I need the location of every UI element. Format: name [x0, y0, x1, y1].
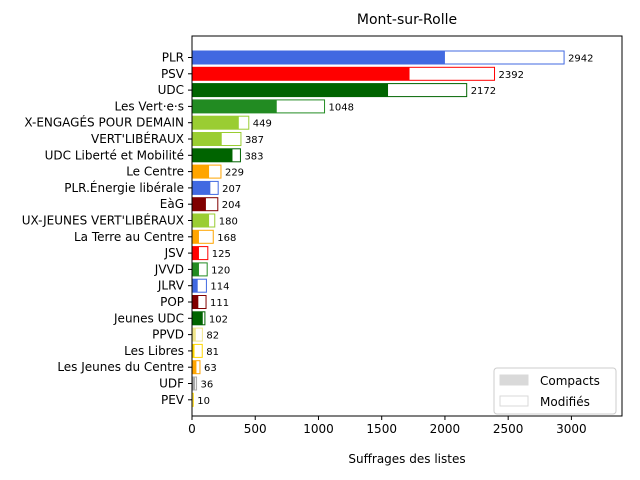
- y-tick-label-8: PLR.Énergie libérale: [64, 180, 184, 195]
- legend-label-0: Compacts: [540, 374, 600, 388]
- value-label-4: 449: [253, 119, 272, 130]
- value-label-1: 2392: [499, 70, 524, 81]
- x-tick-label-3: 1500: [366, 422, 397, 436]
- value-label-0: 2942: [568, 54, 593, 65]
- value-label-19: 63: [204, 363, 217, 374]
- value-label-18: 81: [206, 347, 219, 358]
- bar-compact-1: [192, 67, 410, 81]
- y-tick-label-10: UX-JEUNES VERT'LIBÉRAUX: [22, 213, 184, 228]
- x-tick-label-4: 2000: [430, 422, 461, 436]
- y-tick-label-19: Les Jeunes du Centre: [57, 360, 184, 374]
- y-tick-label-14: JLRV: [157, 279, 185, 293]
- bar-compact-11: [192, 230, 199, 244]
- bar-compact-4: [192, 116, 239, 130]
- bar-compact-19: [192, 360, 197, 374]
- y-tick-labels: PLR PSV UDC Les Vert·e·s X-ENGAGÉS POUR DEMA…: [22, 51, 192, 407]
- y-tick-label-1: PSV: [161, 67, 185, 81]
- y-tick-label-16: Jeunes UDC: [113, 311, 184, 325]
- value-label-17: 82: [206, 331, 219, 342]
- value-label-15: 111: [210, 298, 229, 309]
- bar-compact-7: [192, 165, 210, 179]
- x-tick-label-6: 3000: [556, 422, 587, 436]
- value-label-9: 204: [222, 200, 241, 211]
- y-tick-label-17: PPVD: [152, 328, 184, 342]
- bar-compact-15: [192, 295, 199, 309]
- value-label-6: 383: [244, 151, 263, 162]
- value-label-14: 114: [210, 282, 229, 293]
- legend-swatch-0: [499, 374, 529, 386]
- value-label-5: 387: [245, 135, 264, 146]
- bar-compact-6: [192, 148, 233, 162]
- bar-compact-17: [192, 328, 196, 342]
- bar-compact-9: [192, 197, 206, 211]
- bars-group: [191, 50, 565, 407]
- y-tick-label-2: UDC: [158, 83, 184, 97]
- y-tick-label-12: JSV: [164, 246, 185, 260]
- x-tick-label-0: 0: [188, 422, 196, 436]
- x-axis-label: Suffrages des listes: [348, 452, 465, 466]
- value-label-8: 207: [222, 184, 241, 195]
- chart-title: Mont-sur-Rolle: [357, 12, 457, 28]
- bar-compact-0: [192, 51, 445, 64]
- x-axis: 0 500 1000 1500 2000 2500 3000: [188, 416, 587, 436]
- value-label-21: 10: [197, 396, 210, 407]
- bar-compact-16: [192, 311, 203, 325]
- y-tick-label-3: Les Vert·e·s: [115, 99, 185, 113]
- x-tick-label-1: 500: [244, 422, 267, 436]
- legend: Compacts Modifiés: [493, 367, 617, 415]
- y-tick-label-11: La Terre au Centre: [74, 230, 184, 244]
- plot-frame: [191, 35, 623, 417]
- y-tick-label-6: UDC Liberté et Mobilité: [45, 148, 184, 162]
- y-tick-label-5: VERT'LIBÉRAUX: [91, 131, 184, 146]
- legend-swatch-1: [499, 395, 529, 407]
- y-tick-label-0: PLR: [162, 51, 184, 65]
- bar-compact-20: [192, 377, 196, 390]
- y-tick-label-13: JVVD: [154, 262, 184, 276]
- bar-compact-10: [192, 214, 210, 227]
- y-tick-label-21: PEV: [161, 393, 185, 407]
- bar-compact-18: [192, 344, 195, 358]
- value-label-7: 229: [225, 168, 244, 179]
- x-tick-label-5: 2500: [493, 422, 524, 436]
- value-label-13: 120: [211, 265, 230, 276]
- value-label-10: 180: [219, 217, 238, 228]
- bar-compact-2: [192, 83, 389, 97]
- value-label-2: 2172: [471, 86, 496, 97]
- bar-compact-3: [192, 99, 277, 113]
- value-label-12: 125: [212, 249, 231, 260]
- bar-compact-13: [192, 262, 199, 276]
- x-tick-label-2: 1000: [303, 422, 334, 436]
- value-label-20: 36: [201, 380, 214, 391]
- bar-compact-8: [192, 181, 211, 195]
- y-tick-label-9: EàG: [160, 197, 184, 211]
- value-label-16: 102: [209, 314, 228, 325]
- bar-compact-12: [192, 246, 199, 260]
- value-label-3: 1048: [329, 102, 354, 113]
- y-tick-label-18: Les Libres: [124, 344, 184, 358]
- y-tick-label-4: X-ENGAGÉS POUR DEMAIN: [24, 115, 184, 130]
- y-tick-label-20: UDF: [159, 377, 184, 391]
- bar-compact-14: [192, 279, 198, 293]
- value-label-11: 168: [217, 233, 236, 244]
- y-tick-label-15: POP: [160, 295, 184, 309]
- bar-compact-5: [192, 132, 222, 146]
- y-tick-label-7: Le Centre: [126, 165, 184, 179]
- legend-label-1: Modifiés: [540, 395, 590, 409]
